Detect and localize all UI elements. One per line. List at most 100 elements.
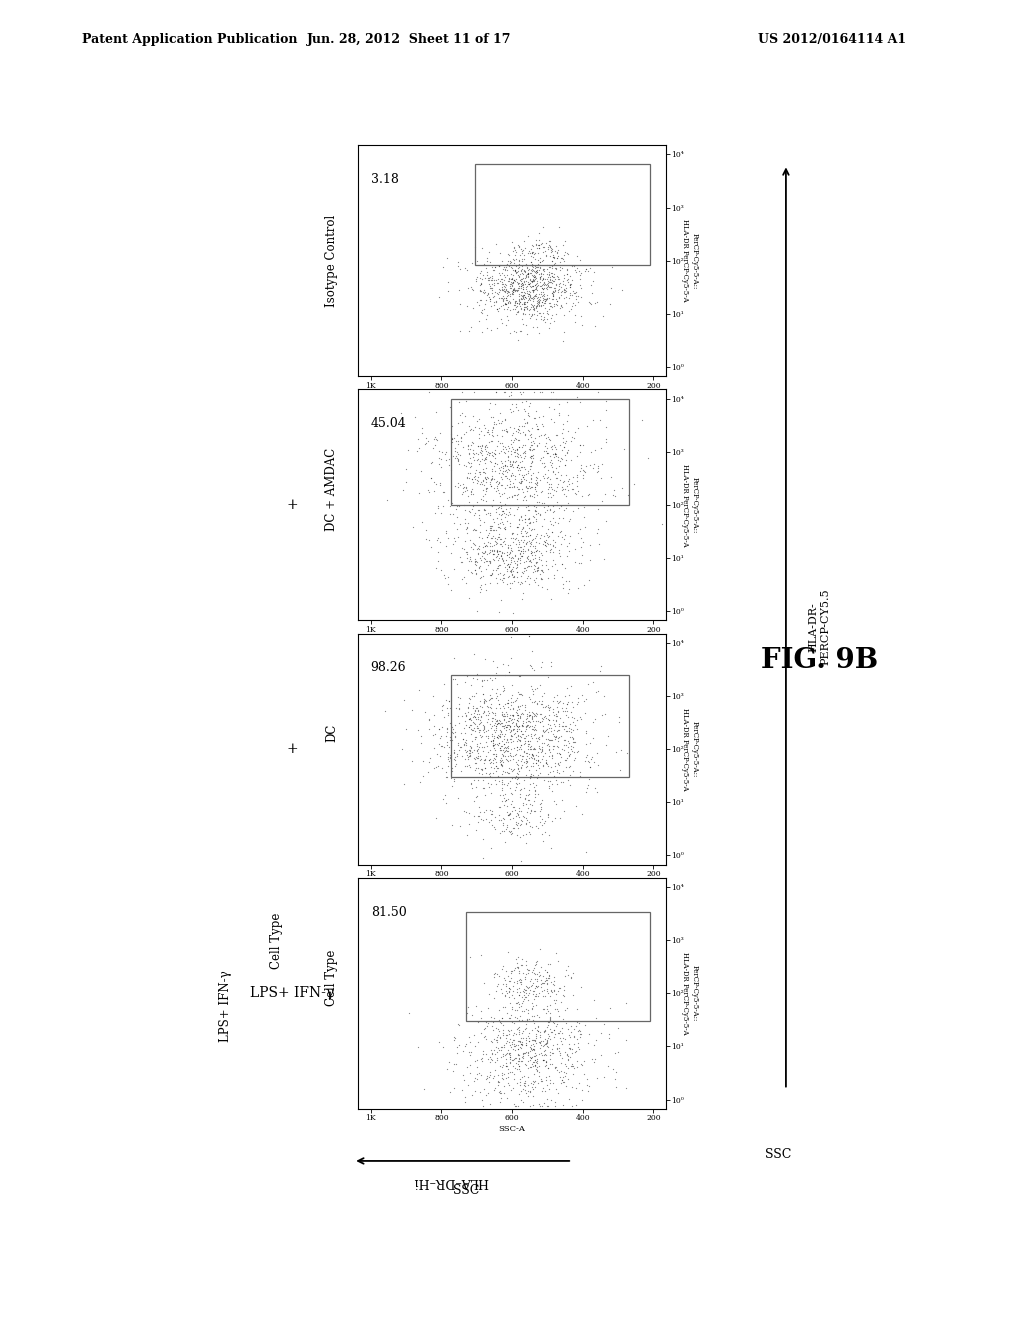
Point <box>525 554 542 576</box>
Point <box>515 742 531 763</box>
Point <box>497 533 513 554</box>
Point <box>535 294 551 315</box>
Point <box>437 523 454 544</box>
Point <box>476 701 493 722</box>
Point <box>529 523 546 544</box>
Point <box>527 784 544 805</box>
Point <box>480 727 497 748</box>
Point <box>523 723 540 744</box>
Point <box>430 496 446 517</box>
Point <box>537 697 553 718</box>
Point <box>564 1056 581 1077</box>
Point <box>463 455 479 477</box>
Point <box>537 1019 553 1040</box>
Point <box>566 312 583 333</box>
Point <box>477 436 494 457</box>
Point <box>471 536 487 557</box>
Point <box>463 723 479 744</box>
Point <box>494 774 510 795</box>
Point <box>525 315 542 337</box>
Point <box>481 277 498 298</box>
Point <box>529 257 546 279</box>
Point <box>525 276 542 297</box>
Point <box>540 255 556 276</box>
Point <box>548 725 564 746</box>
Point <box>520 263 537 284</box>
Point <box>502 277 518 298</box>
Point <box>475 512 492 533</box>
Point <box>506 442 522 463</box>
Point <box>481 812 498 833</box>
Point <box>564 256 581 277</box>
Point <box>507 1039 523 1060</box>
Point <box>480 442 497 463</box>
Point <box>529 288 546 309</box>
Point <box>557 524 573 545</box>
Point <box>571 434 588 455</box>
Point <box>529 293 546 314</box>
Point <box>554 566 570 587</box>
Point <box>451 739 467 760</box>
Point <box>459 665 475 686</box>
Point <box>516 550 532 572</box>
Point <box>516 273 532 294</box>
Point <box>531 1024 548 1045</box>
Point <box>510 496 526 517</box>
Point <box>558 1056 574 1077</box>
Point <box>552 256 568 277</box>
Point <box>463 704 479 725</box>
Point <box>502 498 518 519</box>
Point <box>527 277 544 298</box>
Point <box>443 776 460 797</box>
Point <box>532 305 549 326</box>
Point <box>470 706 486 727</box>
Point <box>480 702 497 723</box>
Point <box>485 285 502 306</box>
Point <box>510 1096 526 1117</box>
Point <box>502 770 518 791</box>
Point <box>536 1031 552 1052</box>
Point <box>553 496 569 517</box>
Point <box>508 488 524 510</box>
Point <box>570 1036 587 1057</box>
Point <box>516 1043 532 1064</box>
Point <box>526 280 543 301</box>
Point <box>510 517 526 539</box>
Point <box>559 693 575 714</box>
Point <box>565 428 582 449</box>
Point <box>550 731 566 752</box>
Point <box>571 461 588 482</box>
Point <box>516 557 532 578</box>
Point <box>493 1088 509 1109</box>
Point <box>541 257 557 279</box>
Point <box>560 1045 577 1067</box>
Point <box>514 715 530 737</box>
Point <box>518 750 535 771</box>
Point <box>598 511 614 532</box>
Point <box>524 1030 541 1051</box>
Point <box>473 726 489 747</box>
Point <box>446 768 463 789</box>
Point <box>541 288 557 309</box>
Point <box>481 766 498 787</box>
Point <box>531 238 548 259</box>
Point <box>480 399 497 420</box>
Point <box>468 785 484 807</box>
Point <box>597 484 613 506</box>
Point <box>520 715 537 737</box>
Point <box>492 1092 508 1113</box>
Point <box>537 508 553 529</box>
Point <box>510 1044 526 1065</box>
Point <box>527 780 544 801</box>
Point <box>482 809 499 830</box>
Point <box>560 706 577 727</box>
Point <box>476 281 493 302</box>
Point <box>497 706 513 727</box>
Point <box>430 541 446 562</box>
Point <box>511 760 527 781</box>
Point <box>473 1090 489 1111</box>
Point <box>537 706 553 727</box>
Point <box>510 548 526 569</box>
Point <box>507 713 523 734</box>
Point <box>502 293 518 314</box>
